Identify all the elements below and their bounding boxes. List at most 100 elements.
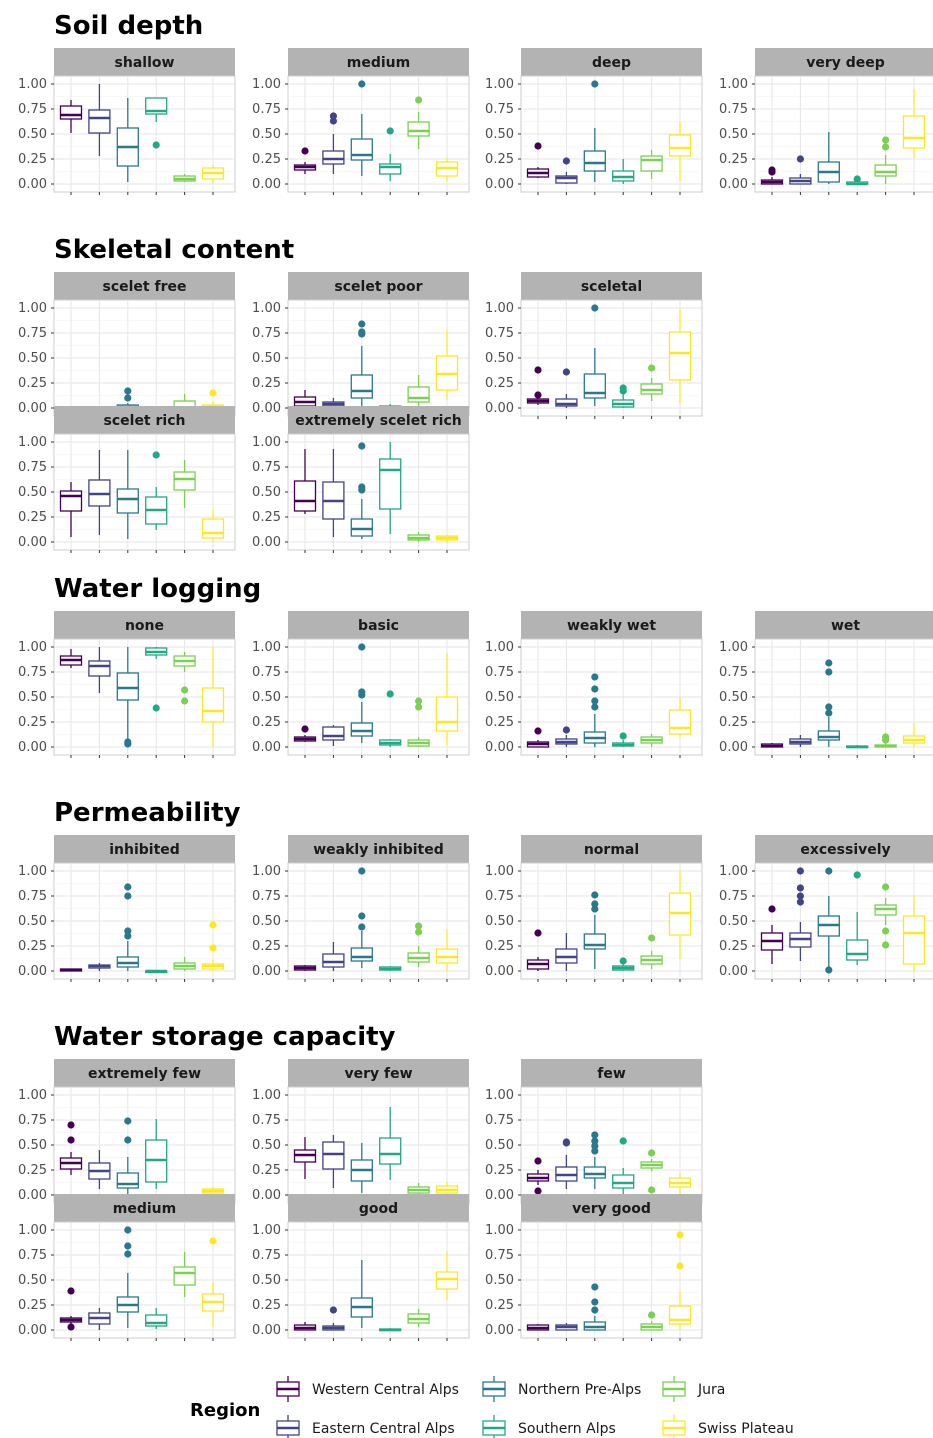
outlier-point [768,905,776,913]
outlier-point [562,368,571,376]
box-iqr [59,490,83,512]
y-tick-label: 1.00 [252,301,281,316]
outlier-point [648,364,656,372]
outlier-point [415,922,423,930]
y-tick-label: 0.75 [252,889,281,904]
box [293,449,317,514]
outlier-point [825,703,833,711]
box-iqr [116,672,139,701]
box [612,957,635,971]
box [322,725,345,746]
box-iqr [322,726,345,741]
y-tick-label: 0.00 [18,535,47,550]
facet-label: shallow [115,55,175,71]
box [407,1309,430,1327]
facet-panel: scelet poor 0.00 0.25 0.50 0.75 1.00 [252,272,470,419]
box [407,697,430,747]
box [407,96,430,149]
facet-strip [54,1194,235,1222]
box [293,147,317,174]
box [846,745,869,749]
y-tick-label: 0.25 [485,152,514,167]
facet-label: weakly wet [567,618,656,634]
outlier-point [358,912,366,920]
outlier-point [853,175,861,183]
legend-item: Jura [662,1376,725,1402]
outlier-point [67,1287,75,1295]
outlier-point [591,891,599,899]
y-tick-label: 0.50 [252,914,281,929]
box [379,966,402,971]
facet-strip [755,611,933,639]
outlier-point [301,147,309,155]
outlier-point [358,867,366,875]
facet-panel: basic 0.00 0.25 0.50 0.75 1.00 [252,611,470,758]
box-iqr [173,471,196,491]
box [668,310,692,403]
y-tick-label: 1.00 [252,1223,281,1238]
box [145,451,168,530]
y-tick-label: 0.00 [252,1323,281,1338]
box [760,743,784,748]
box-iqr [322,150,345,165]
y-tick-label: 0.75 [252,460,281,475]
y-tick-label: 0.25 [252,715,281,730]
outlier-point [882,733,890,741]
box [379,127,402,181]
y-tick-label: 0.00 [485,401,514,416]
y-tick-label: 1.00 [18,1088,47,1103]
y-tick-label: 0.00 [719,740,748,755]
box [583,80,606,182]
y-tick-label: 0.25 [252,939,281,954]
outlier-point [358,442,366,450]
y-tick-label: 0.75 [485,102,514,117]
outlier-point [676,1262,684,1270]
outlier-point [562,1138,571,1146]
outlier-point [301,725,309,733]
y-tick-label: 0.75 [18,102,47,117]
facet-panel: scelet rich 0.00 0.25 0.50 0.75 1.00 [18,406,236,553]
y-tick-label: 1.00 [252,864,281,879]
legend-item: Northern Pre-Alps [482,1376,641,1402]
facet-label: basic [358,618,399,634]
group-title: Water logging [54,574,261,604]
box-iqr [640,155,663,172]
facet-label: very few [344,1066,412,1082]
y-tick-label: 0.75 [719,102,748,117]
box [583,891,606,969]
box [350,867,373,968]
box [789,735,812,747]
outlier-point [619,957,627,965]
y-tick-label: 0.50 [252,351,281,366]
y-tick-label: 0.75 [485,1113,514,1128]
box [902,895,926,971]
box-iqr [668,709,692,735]
y-tick-label: 0.50 [485,351,514,366]
y-tick-label: 0.75 [485,326,514,341]
box [350,643,373,743]
outlier-point [67,1323,75,1331]
y-tick-label: 1.00 [252,77,281,92]
box [145,1308,168,1329]
box [379,1107,402,1180]
box [350,442,373,539]
box [902,89,926,158]
facet-panel: deep 0.00 0.25 0.50 0.75 1.00 [485,48,703,195]
box [874,136,897,184]
outlier-point [124,1117,132,1125]
y-tick-label: 0.00 [18,964,47,979]
facet-strip [54,611,235,639]
facet-label: normal [584,842,639,858]
y-tick-label: 1.00 [719,77,748,92]
box [59,482,83,537]
y-tick-label: 0.25 [719,939,748,954]
box [59,649,83,668]
box [173,460,196,508]
outlier-point [591,905,599,913]
y-tick-label: 0.00 [18,401,47,416]
outlier-point [882,136,890,144]
facet-panel: weakly inhibited 0.00 0.25 0.50 0.75 1.00 [252,835,470,982]
outlier-point [124,883,132,891]
box [322,112,345,174]
outlier-point [152,451,160,459]
